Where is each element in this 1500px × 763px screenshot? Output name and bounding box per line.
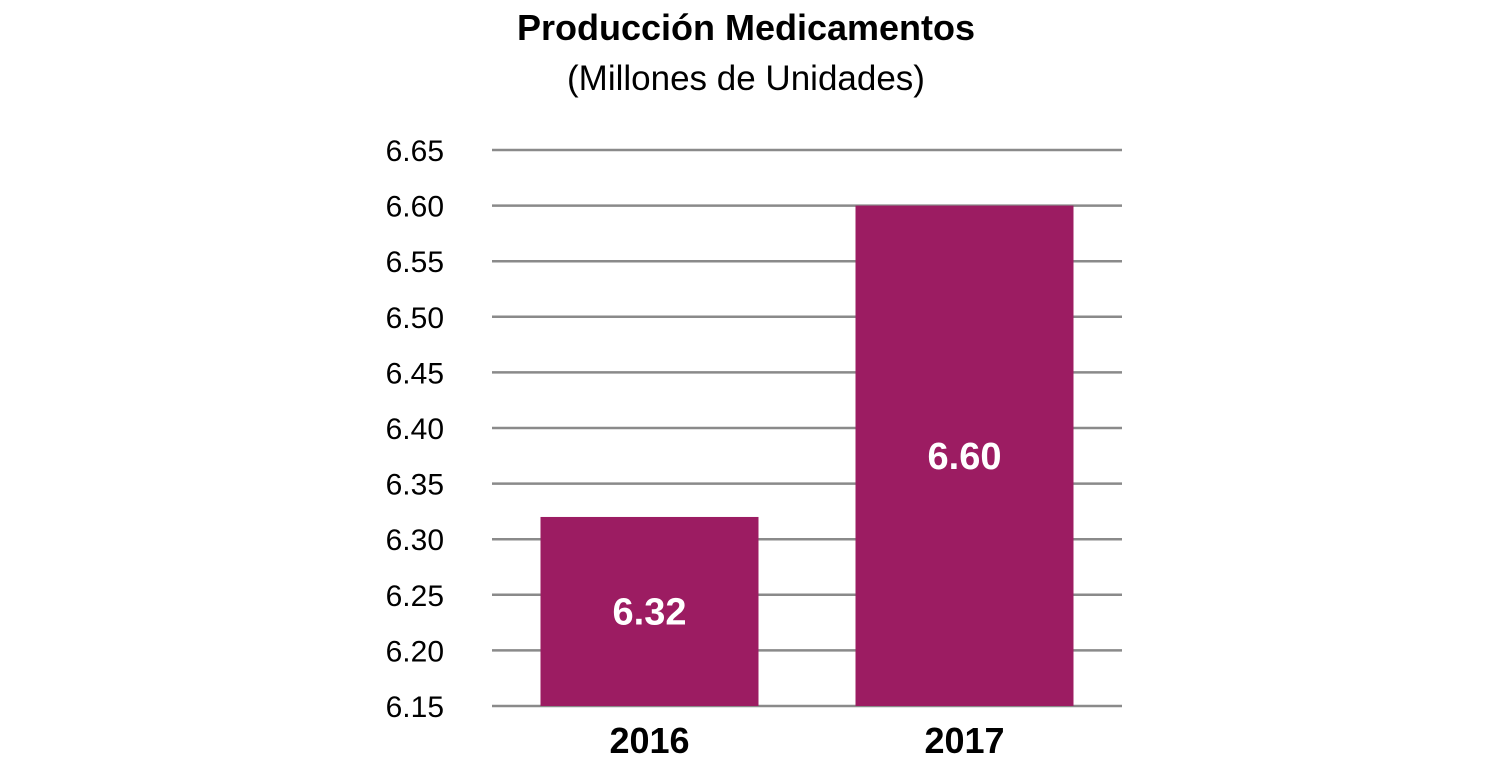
bar-2017 [855,205,1074,706]
chart-title: Producción Medicamentos [517,7,975,48]
y-axis-tick-labels: 6.15 6.20 6.25 6.30 6.35 6.40 6.45 6.50 6.55 6.60… [386,135,444,724]
data-label: 6.32 [613,591,687,633]
y-tick-label: 6.45 [386,357,444,390]
y-tick-label: 6.30 [386,524,444,557]
y-tick-label: 6.60 [386,191,444,224]
y-tick-label: 6.50 [386,302,444,335]
y-tick-label: 6.55 [386,246,444,279]
bar-2016 [540,516,759,706]
x-category-label: 2016 [609,720,689,761]
chart-subtitle: (Millones de Unidades) [567,59,925,98]
x-axis-category-labels: 2016 2017 [609,720,1004,761]
y-tick-label: 6.40 [386,413,444,446]
bars [540,205,1074,706]
y-tick-label: 6.20 [386,635,444,668]
data-label: 6.60 [928,436,1002,478]
data-labels: 6.32 6.60 [613,436,1002,634]
y-tick-label: 6.15 [386,691,444,724]
y-tick-label: 6.35 [386,469,444,502]
x-category-label: 2017 [924,720,1004,761]
y-tick-label: 6.25 [386,580,444,613]
y-tick-label: 6.65 [386,135,444,168]
